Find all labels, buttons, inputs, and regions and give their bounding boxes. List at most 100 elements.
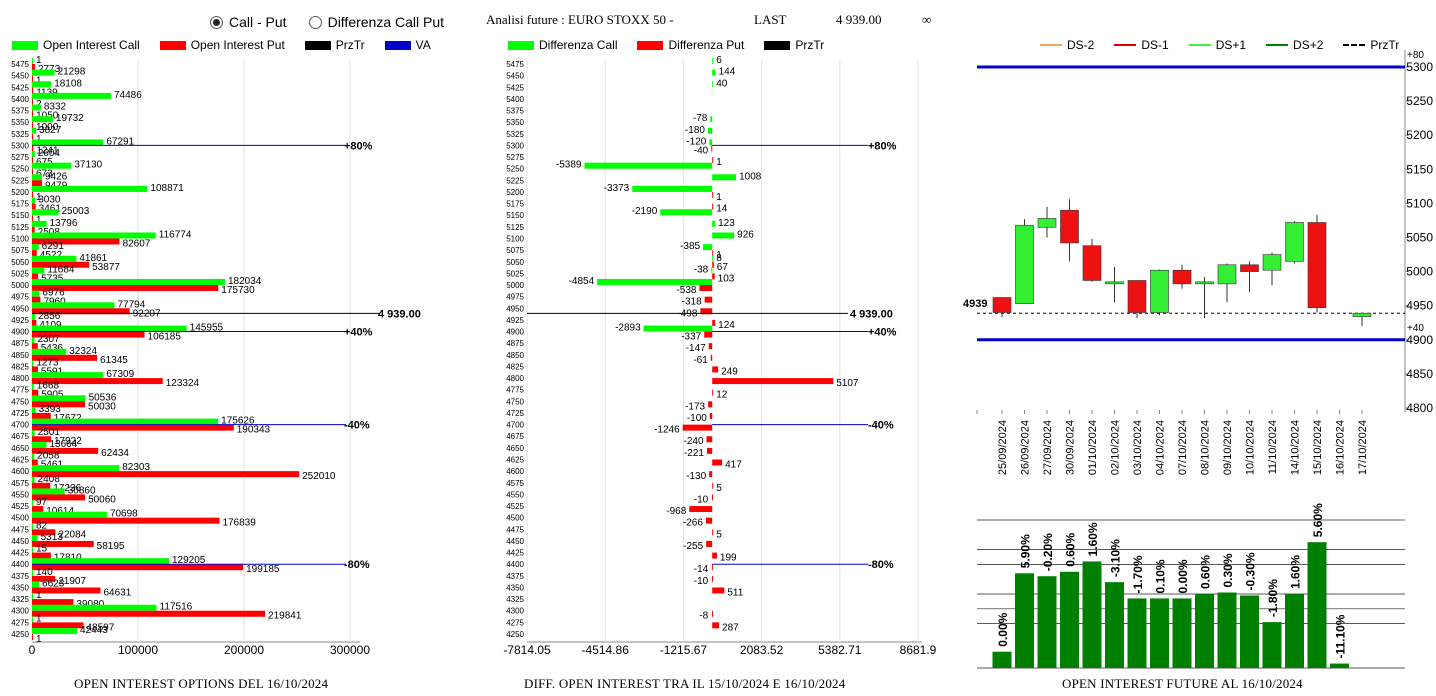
put-diff-bar (712, 203, 714, 210)
put-value-label: 1 (36, 634, 42, 645)
call-diff-bar (660, 209, 713, 216)
call-bar (32, 488, 65, 495)
put-bar (32, 401, 86, 408)
put-value-label: 39080 (76, 599, 104, 610)
strike-tick-label: 4475 (11, 525, 29, 534)
put-value-label: 5735 (41, 273, 64, 284)
put-diff-label: -266 (683, 518, 703, 529)
strike-tick-label: 4950 (11, 304, 29, 313)
put-value-label: 82607 (123, 238, 151, 249)
x-tick-label: 16/10/2024 (1335, 420, 1347, 475)
put-value-label: 5591 (41, 366, 64, 377)
call-value-label: 2307 (37, 334, 60, 345)
put-bar (32, 529, 56, 536)
put-diff-label: -10 (694, 494, 709, 505)
candle-body (1082, 245, 1102, 281)
strike-tick-label: 4500 (11, 514, 29, 523)
call-value-label: 108871 (150, 183, 184, 194)
radio-indicator-selected[interactable] (210, 15, 223, 29)
call-bar (32, 500, 33, 507)
strike-tick-label: 4850 (506, 351, 524, 360)
x-tick-label: -1215.67 (660, 643, 708, 657)
candle-body (1150, 269, 1169, 313)
put-diff-bar (711, 575, 713, 582)
band-label: +80 (1407, 50, 1424, 61)
call-value-label: 37130 (74, 160, 102, 171)
put-diff-label: -10 (694, 576, 709, 587)
call-diff-label: 123 (718, 218, 735, 229)
put-value-label: 2773 (38, 64, 61, 75)
put-diff-bar (712, 587, 725, 594)
call-value-label: 1 (36, 55, 42, 66)
candle-body (1105, 281, 1124, 285)
put-diff-bar (712, 622, 720, 629)
call-diff-label: -3373 (604, 183, 630, 194)
put-value-label: 58195 (97, 541, 125, 552)
put-bar (32, 564, 244, 571)
va-level-label: +40% (868, 327, 897, 339)
va-level-label: -40% (344, 420, 370, 432)
strike-tick-label: 5300 (11, 141, 29, 150)
radio-indicator[interactable] (308, 15, 322, 29)
band-label: +40 (1407, 323, 1424, 334)
future-bar (1262, 622, 1282, 668)
call-diff-label: -2190 (632, 206, 658, 217)
legend-label: PrzTr (1370, 38, 1400, 52)
put-value-label: 5905 (41, 390, 64, 401)
x-tick-label: 200000 (224, 643, 264, 657)
radio-difference-label: Differenza Call Put (327, 14, 445, 30)
call-value-label: 117516 (160, 602, 193, 613)
bar-value-label: -0.30% (1244, 552, 1258, 590)
y-tick-label: 4850 (1406, 367, 1433, 381)
legend-line (1040, 44, 1062, 46)
strike-tick-label: 4325 (11, 595, 29, 604)
call-bar (32, 418, 219, 425)
put-diff-label: -1246 (654, 425, 680, 436)
future-bar (1037, 576, 1057, 668)
put-value-label: 17810 (54, 553, 82, 564)
call-diff-bar (584, 162, 713, 169)
call-bar (32, 325, 187, 332)
call-value-label: 9426 (45, 171, 68, 182)
strike-tick-label: 4875 (11, 339, 29, 348)
strike-tick-label: 5400 (11, 95, 29, 104)
legend-label: DS-1 (1141, 38, 1169, 52)
put-diff-label: 249 (721, 366, 738, 377)
put-diff-label: -221 (684, 448, 704, 459)
strike-tick-label: 4275 (11, 618, 29, 627)
strike-tick-label: 4500 (506, 514, 524, 523)
put-bar (32, 168, 33, 175)
put-diff-bar (706, 436, 713, 443)
future-bar (1060, 571, 1079, 668)
put-value-label: 4522 (40, 250, 63, 261)
legend-label: DS+2 (1293, 38, 1324, 52)
call-value-label: 2856 (38, 311, 61, 322)
legend-item-ds-2: DS-2 (1040, 38, 1094, 52)
strike-tick-label: 4275 (506, 618, 524, 627)
call-value-label: 82303 (122, 462, 150, 473)
x-tick-label: 300000 (330, 643, 370, 657)
price-level-label: 4939 (963, 298, 987, 310)
call-bar (32, 337, 35, 344)
radio-call-put[interactable]: Call - Put (210, 14, 287, 30)
radio-difference[interactable]: Differenza Call Put (308, 14, 445, 30)
strike-tick-label: 4425 (506, 549, 524, 558)
va-level-label: +80% (868, 140, 897, 152)
bar-value-label: -1.80% (1266, 579, 1280, 617)
put-diff-bar (711, 145, 713, 152)
call-bar (32, 523, 33, 530)
put-diff-bar (712, 378, 834, 385)
strike-tick-label: 4400 (11, 560, 29, 569)
put-value-label: 1050 (36, 111, 59, 122)
call-value-label: 2408 (38, 474, 61, 485)
put-value-label: 50060 (88, 494, 116, 505)
bar-value-label: -3.10% (1109, 539, 1123, 577)
put-bar (32, 494, 86, 501)
call-bar (32, 255, 77, 262)
strike-tick-label: 4825 (506, 362, 524, 371)
strike-tick-label: 4475 (506, 525, 524, 534)
strike-tick-label: 5375 (506, 107, 524, 116)
put-diff-bar (708, 401, 713, 408)
strike-tick-label: 4750 (11, 397, 29, 406)
